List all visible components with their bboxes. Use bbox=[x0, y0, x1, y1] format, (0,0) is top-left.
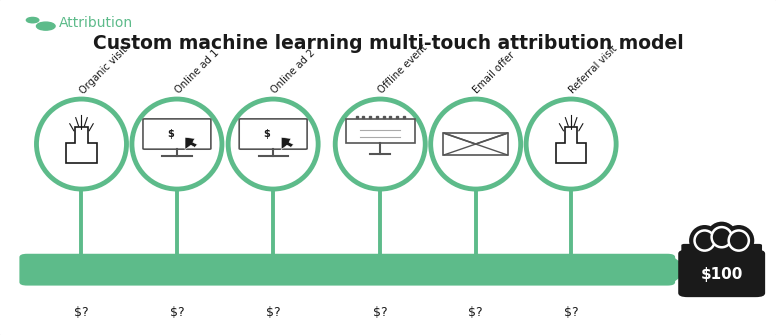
Circle shape bbox=[36, 22, 55, 30]
Text: $?: $? bbox=[373, 306, 387, 319]
Ellipse shape bbox=[228, 99, 318, 189]
Ellipse shape bbox=[689, 225, 720, 256]
Ellipse shape bbox=[335, 99, 425, 189]
Ellipse shape bbox=[729, 230, 749, 251]
Text: Online ad 2: Online ad 2 bbox=[269, 48, 317, 96]
FancyBboxPatch shape bbox=[346, 119, 414, 143]
Text: $: $ bbox=[263, 129, 270, 139]
Text: Referral visit: Referral visit bbox=[567, 44, 619, 96]
Text: Attribution: Attribution bbox=[59, 16, 133, 30]
Circle shape bbox=[26, 17, 39, 23]
FancyBboxPatch shape bbox=[681, 244, 762, 257]
Text: $?: $? bbox=[74, 306, 88, 319]
Ellipse shape bbox=[132, 99, 222, 189]
Polygon shape bbox=[281, 137, 293, 150]
Text: Online ad 1: Online ad 1 bbox=[173, 48, 220, 96]
Text: $?: $? bbox=[170, 306, 184, 319]
Ellipse shape bbox=[723, 225, 754, 256]
Ellipse shape bbox=[695, 230, 715, 251]
Ellipse shape bbox=[706, 222, 737, 253]
Text: $: $ bbox=[167, 129, 174, 139]
Polygon shape bbox=[185, 137, 197, 150]
Text: Email offer: Email offer bbox=[472, 50, 518, 96]
FancyBboxPatch shape bbox=[678, 250, 765, 297]
Text: Offline event: Offline event bbox=[376, 43, 429, 96]
Text: $?: $? bbox=[469, 306, 483, 319]
FancyBboxPatch shape bbox=[19, 254, 675, 285]
Ellipse shape bbox=[526, 99, 616, 189]
Ellipse shape bbox=[36, 99, 126, 189]
Ellipse shape bbox=[431, 99, 521, 189]
Text: $?: $? bbox=[266, 306, 280, 319]
Polygon shape bbox=[671, 255, 691, 284]
Text: $100: $100 bbox=[701, 267, 743, 281]
FancyBboxPatch shape bbox=[239, 119, 307, 149]
Text: $?: $? bbox=[564, 306, 578, 319]
Text: Organic visit: Organic visit bbox=[78, 44, 129, 96]
FancyBboxPatch shape bbox=[143, 119, 211, 149]
Text: Custom machine learning multi-touch attribution model: Custom machine learning multi-touch attr… bbox=[92, 34, 684, 53]
FancyBboxPatch shape bbox=[443, 133, 508, 155]
Ellipse shape bbox=[712, 227, 732, 247]
